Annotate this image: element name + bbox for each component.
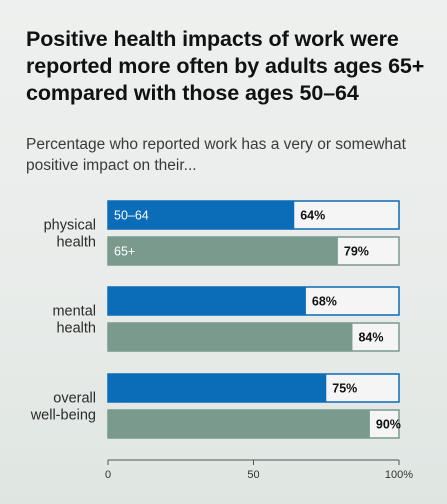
x-tick-label: 100% — [385, 469, 413, 481]
bar-chart: physicalhealth64%50–6479%65+mentalhealth… — [30, 200, 413, 481]
bar — [108, 410, 370, 438]
series-label: 65+ — [114, 245, 135, 259]
bar — [108, 287, 306, 315]
category-label: mental — [52, 304, 96, 320]
bar — [108, 237, 338, 265]
bar — [108, 201, 295, 229]
data-label: 79% — [344, 245, 369, 259]
data-label: 84% — [358, 331, 383, 345]
series-label: 50–64 — [114, 209, 149, 223]
data-label: 90% — [376, 418, 401, 432]
category-label: well-being — [30, 408, 96, 424]
data-label: 75% — [332, 382, 357, 396]
category-label: health — [56, 321, 96, 337]
category-label: physical — [44, 218, 96, 234]
x-tick-label: 50 — [247, 469, 259, 481]
chart-title: Positive health impacts of work were rep… — [26, 27, 425, 105]
data-label: 64% — [300, 209, 325, 223]
bar — [108, 323, 353, 351]
x-tick-label: 0 — [105, 469, 111, 481]
data-label: 68% — [312, 295, 337, 309]
category-label: overall — [53, 391, 96, 407]
chart-subtitle: Percentage who reported work has a very … — [26, 136, 406, 174]
category-label: health — [56, 235, 96, 251]
bar — [108, 374, 327, 402]
